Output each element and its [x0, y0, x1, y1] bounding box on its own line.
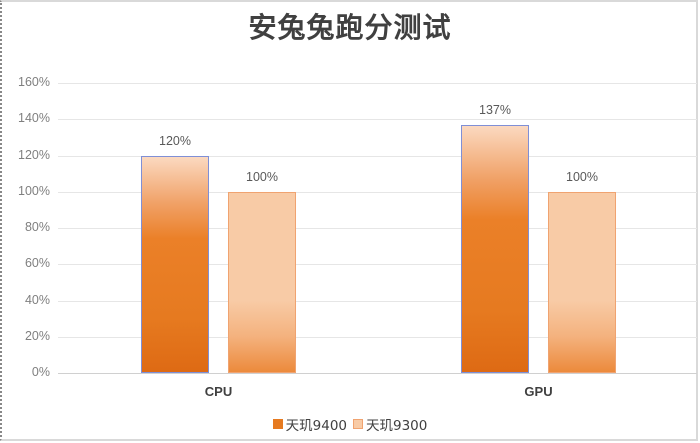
y-tick-label: 100%	[18, 184, 50, 198]
y-tick-label: 0%	[31, 365, 50, 379]
data-label: 137%	[479, 103, 511, 117]
legend-swatch-icon	[353, 419, 363, 429]
gridline	[58, 119, 697, 120]
gridline	[58, 373, 697, 374]
gridline	[58, 337, 697, 338]
data-label: 120%	[159, 134, 191, 148]
gridline	[58, 228, 697, 229]
legend-label: 天玑9300	[366, 418, 428, 434]
x-category-cpu: CPU	[204, 384, 233, 399]
bar-cpu-series-2[interactable]	[228, 192, 296, 373]
bar-cpu-series-1[interactable]	[141, 156, 209, 373]
data-label: 100%	[246, 170, 278, 184]
gridline	[58, 301, 697, 302]
chart-title: 安兔兔跑分测试	[248, 11, 452, 44]
y-tick-label: 140%	[18, 111, 50, 125]
y-tick-label: 80%	[24, 220, 50, 234]
y-tick-label: 160%	[18, 75, 50, 89]
y-tick-label: 40%	[24, 293, 50, 307]
bar-gpu-series-1[interactable]	[461, 125, 529, 373]
gridline	[58, 264, 697, 265]
legend: 天玑9400 天玑9300	[0, 414, 700, 434]
gridline	[58, 83, 697, 84]
y-tick-label: 120%	[18, 148, 50, 162]
legend-item-series-1[interactable]: 天玑9400	[272, 414, 347, 434]
legend-label: 天玑9400	[285, 418, 347, 434]
legend-swatch-icon	[272, 419, 283, 429]
legend-item-series-2[interactable]: 天玑9300	[353, 414, 427, 434]
x-category-gpu: GPU	[524, 384, 553, 399]
gridline	[58, 192, 697, 193]
y-tick-label: 20%	[24, 329, 50, 343]
y-tick-label: 60%	[24, 256, 50, 270]
data-label: 100%	[566, 170, 598, 184]
bar-gpu-series-2[interactable]	[548, 192, 616, 373]
gridline	[58, 156, 697, 157]
